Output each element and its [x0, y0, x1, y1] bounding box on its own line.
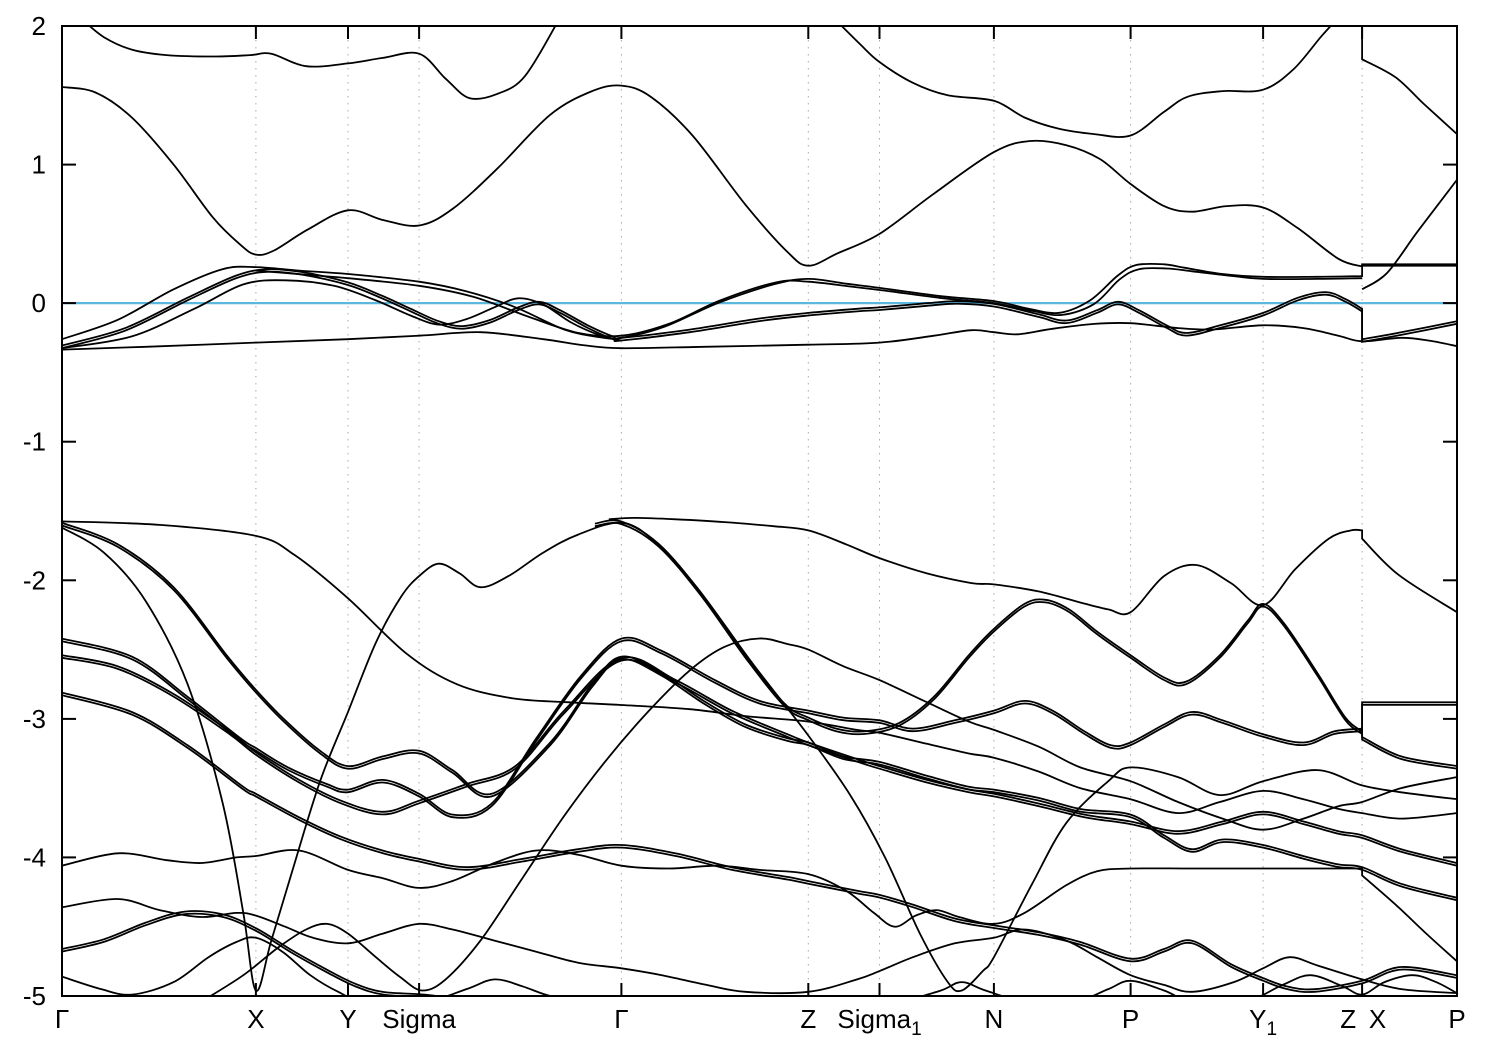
x-axis-tick-label: X [247, 1004, 264, 1034]
x-axis-tick-label: P [1448, 1004, 1465, 1034]
x-axis-tick-label: P [1122, 1004, 1139, 1034]
x-axis-tick-label: X [1369, 1004, 1386, 1034]
band-f2-twin [62, 270, 1457, 349]
band-l1 [62, 520, 1457, 820]
band-l13 [608, 516, 1457, 616]
band-l4 [62, 636, 1457, 817]
x-axis-tick-label: Sigma1 [837, 1004, 921, 1040]
y-axis-tick-label: 1 [32, 150, 46, 180]
band-u1a [88, 26, 557, 100]
band-u1b [840, 26, 1457, 138]
band-f5 [62, 279, 622, 350]
band-l12 [594, 519, 1457, 734]
tick-marks [62, 25, 1457, 997]
band-l11 [208, 637, 1457, 996]
y-axis-labels: 2 1 0 -1 -2 -3 -4 -5 [23, 11, 46, 1011]
band-l14 [62, 910, 444, 996]
y-axis-tick-label: -5 [23, 981, 46, 1011]
x-axis-tick-label: Y1 [1249, 1004, 1277, 1040]
band-f1 [62, 262, 1457, 341]
band-l6 [62, 691, 1457, 991]
band-l6-twin [62, 694, 1457, 993]
y-axis-tick-label: -2 [23, 565, 46, 595]
band-l4-twin [62, 639, 1457, 819]
plot-frame [61, 25, 1458, 997]
band-u3 [1361, 179, 1457, 291]
y-axis-tick-label: -3 [23, 704, 46, 734]
band-l10 [919, 974, 1457, 996]
x-axis-tick-label: N [985, 1004, 1004, 1034]
band-l5-twin [62, 656, 1457, 867]
band-l8 [62, 898, 1457, 995]
x-axis-tick-label: Γ [55, 1004, 69, 1034]
x-axis-labels: Γ X Y Sigma Γ Z Sigma1 N P Y1 Z X P [55, 1004, 1466, 1040]
y-axis-tick-label: -1 [23, 427, 46, 457]
x-gridlines [255, 26, 1363, 996]
y-axis-tick-label: 2 [32, 11, 46, 41]
band-curves [62, 26, 1457, 996]
x-axis-tick-label: Y [339, 1004, 356, 1034]
x-axis-tick-label: Z [1340, 1004, 1356, 1034]
band-l2 [62, 522, 1457, 899]
band-f2 [62, 268, 1457, 347]
band-l7 [62, 849, 1457, 963]
x-axis-tick-label: Γ [614, 1004, 628, 1034]
band-l12-twin [594, 521, 1457, 736]
band-u2 [62, 84, 1457, 268]
band-f3 [255, 267, 1363, 338]
y-axis-tick-label: 0 [32, 288, 46, 318]
band-f4 [62, 321, 1457, 351]
x-axis-tick-label: Z [800, 1004, 816, 1034]
band-l2-twin [62, 524, 1457, 902]
y-axis-tick-label: -4 [23, 842, 46, 872]
x-axis-tick-label: Sigma [382, 1004, 456, 1034]
band-l14-twin [62, 912, 420, 996]
band-l5 [62, 654, 1457, 864]
band-l9 [62, 936, 555, 996]
